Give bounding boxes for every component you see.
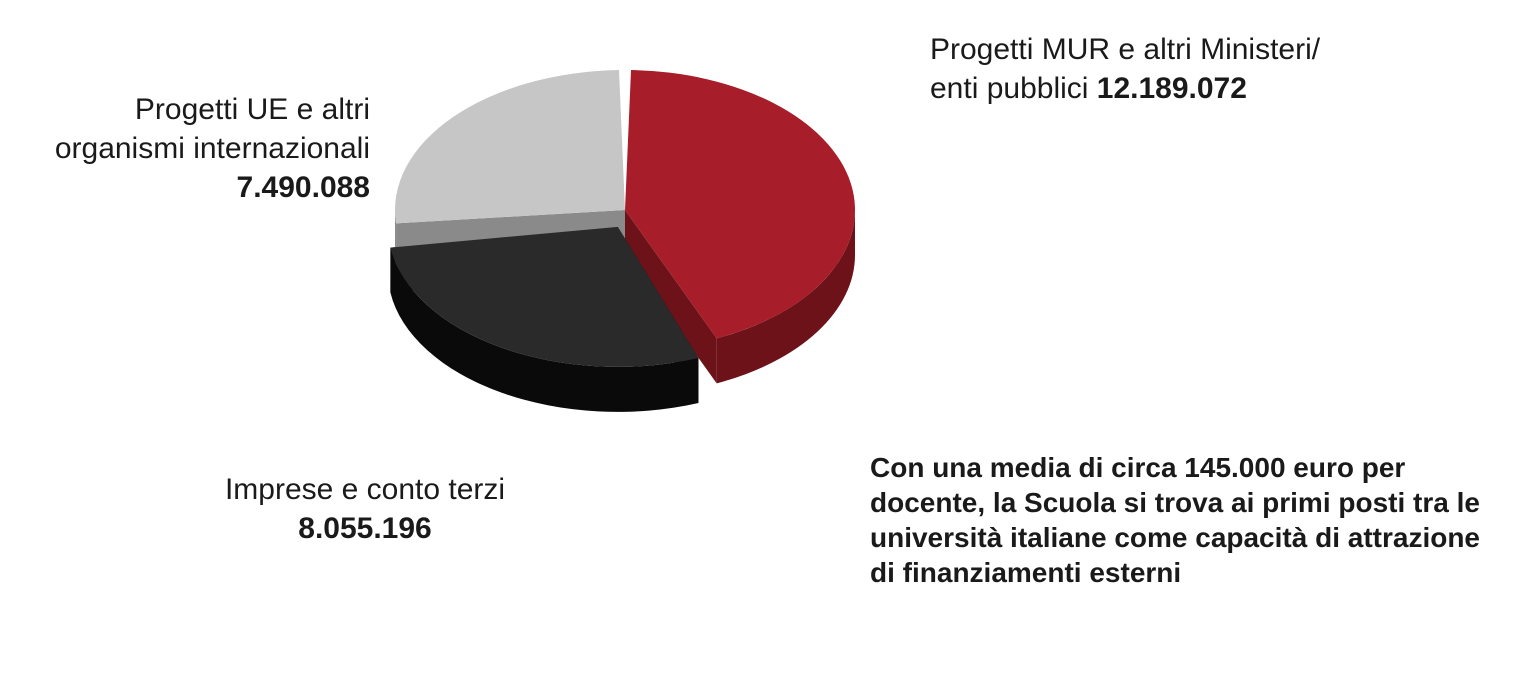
pie-chart-3d bbox=[360, 30, 890, 430]
slice-label-ue: Progetti UE e altri organismi internazio… bbox=[0, 90, 370, 207]
slice-label-imprese: Imprese e conto terzi 8.055.196 bbox=[180, 470, 550, 548]
slice-value-ue: 7.490.088 bbox=[237, 171, 370, 204]
slice-label-mur-line2: enti pubblici bbox=[930, 72, 1097, 105]
pie-svg bbox=[360, 30, 890, 430]
slice-label-ue-line2: organismi internazionali bbox=[55, 132, 370, 165]
slice-label-imprese-line1: Imprese e conto terzi bbox=[225, 473, 505, 506]
pie-slice-top bbox=[395, 70, 625, 223]
footnote-text: Con una media di circa 145.000 euro per … bbox=[870, 450, 1500, 590]
slice-value-imprese: 8.055.196 bbox=[298, 512, 431, 545]
slice-label-ue-line1: Progetti UE e altri bbox=[135, 93, 370, 126]
slice-label-mur-line1: Progetti MUR e altri Ministeri/ bbox=[930, 33, 1320, 66]
slice-label-mur: Progetti MUR e altri Ministeri/ enti pub… bbox=[930, 30, 1490, 108]
slice-value-mur: 12.189.072 bbox=[1097, 72, 1247, 105]
